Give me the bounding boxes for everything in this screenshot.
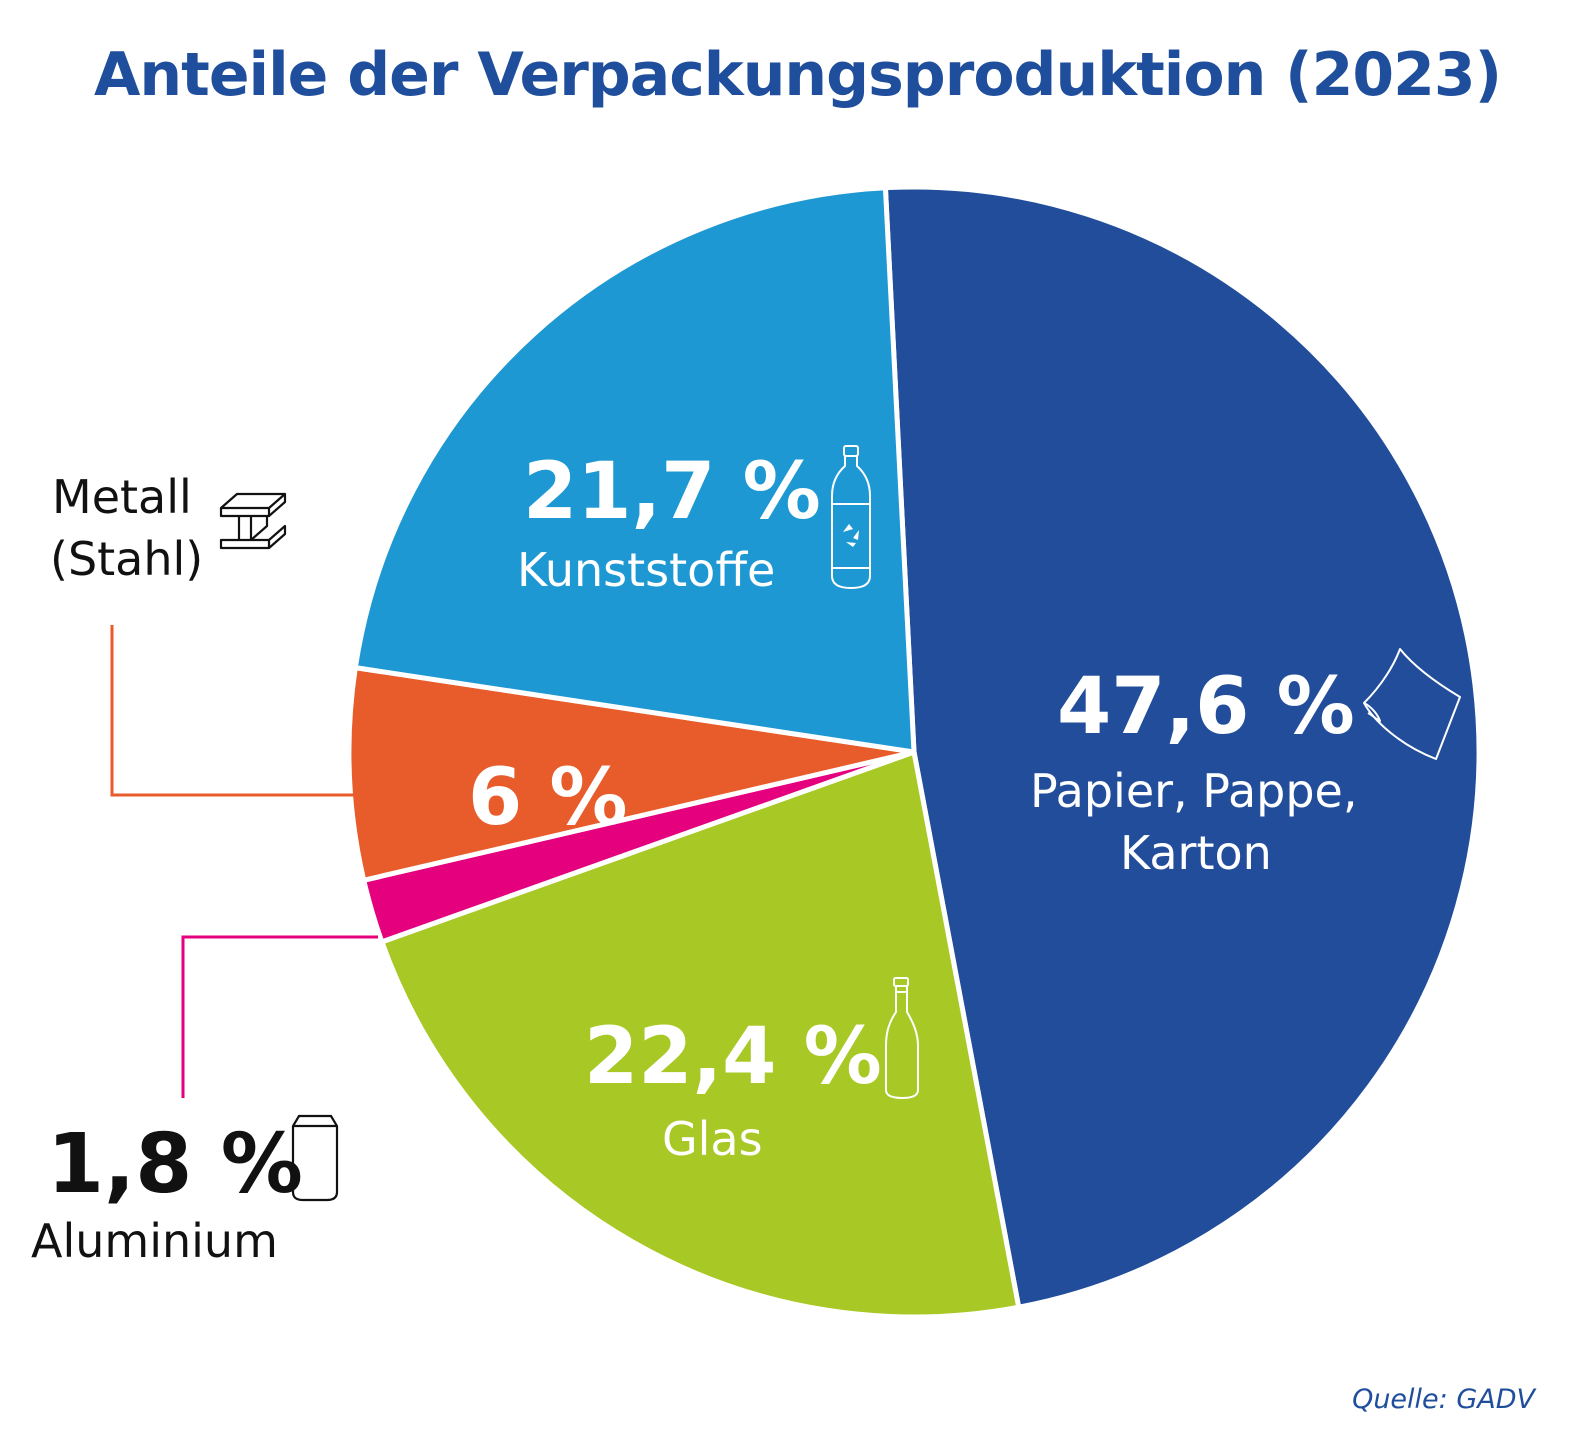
- metall-value-label: 6 %: [468, 753, 628, 843]
- aluminium-can-icon: [291, 1114, 339, 1202]
- pie-slice-papier: [882, 184, 1482, 1310]
- pie-slice-metall: [346, 665, 917, 883]
- pie-slice-glas: [379, 749, 1022, 1320]
- papier-category-label-line2: Karton: [1120, 826, 1272, 880]
- plastic-bottle-icon: [831, 445, 871, 590]
- pie-slice-kunststoffe: [352, 185, 917, 755]
- metall-leader-line: [110, 625, 362, 797]
- glas-value-label: 22,4 %: [584, 1012, 882, 1102]
- aluminium-value-label: 1,8 %: [47, 1117, 303, 1212]
- metall-category-label-line1: Metall: [52, 470, 192, 524]
- glas-category-label: Glas: [662, 1112, 763, 1166]
- chart-title: Anteile der Verpackungsproduktion (2023): [93, 40, 1502, 110]
- steel-beam-icon: [219, 492, 287, 550]
- papier-value-label: 47,6 %: [1057, 662, 1355, 752]
- aluminium-leader-line: [181, 935, 378, 1098]
- aluminium-category-label: Aluminium: [31, 1214, 278, 1268]
- kunststoffe-category-label: Kunststoffe: [517, 543, 776, 597]
- glass-bottle-icon: [885, 977, 919, 1100]
- kunststoffe-value-label: 21,7 %: [523, 447, 821, 537]
- metall-category-label-line2: (Stahl): [50, 532, 204, 586]
- papier-category-label-line1: Papier, Pappe,: [1030, 764, 1358, 818]
- source-note: Quelle: GADV: [1352, 1384, 1535, 1415]
- paper-sheet-icon: [1363, 648, 1461, 760]
